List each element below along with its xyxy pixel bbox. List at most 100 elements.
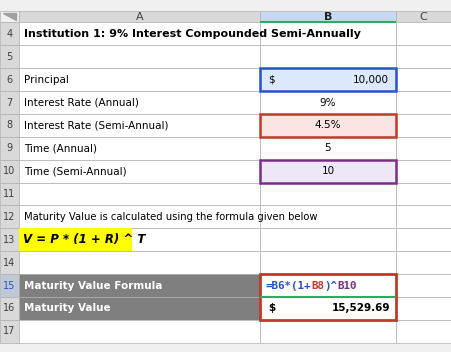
Text: Maturity Value is calculated using the formula given below: Maturity Value is calculated using the f… bbox=[24, 212, 318, 222]
Bar bbox=[396, 68, 451, 91]
Bar bbox=[260, 114, 396, 137]
Bar bbox=[396, 11, 451, 23]
Text: =B6*(1+: =B6*(1+ bbox=[266, 281, 311, 291]
Bar bbox=[19, 45, 260, 68]
Bar bbox=[260, 114, 396, 137]
Text: $: $ bbox=[268, 75, 275, 85]
Bar bbox=[0, 160, 19, 183]
Text: 15,529.69: 15,529.69 bbox=[331, 303, 390, 314]
Bar bbox=[260, 297, 396, 320]
Bar bbox=[260, 23, 396, 45]
Text: 6: 6 bbox=[6, 75, 13, 85]
Bar bbox=[0, 68, 19, 91]
Text: 10: 10 bbox=[3, 166, 16, 176]
Text: A: A bbox=[136, 12, 143, 21]
Bar bbox=[260, 228, 396, 251]
Text: 16: 16 bbox=[3, 303, 16, 314]
Text: 9: 9 bbox=[6, 143, 13, 153]
Bar bbox=[19, 274, 260, 297]
Bar bbox=[396, 297, 451, 320]
Bar bbox=[260, 160, 396, 183]
Bar bbox=[260, 91, 396, 114]
Bar bbox=[260, 274, 396, 297]
Bar bbox=[396, 114, 451, 137]
Bar bbox=[260, 183, 396, 206]
Bar bbox=[260, 137, 396, 160]
Bar bbox=[260, 68, 396, 91]
Bar bbox=[396, 320, 451, 343]
Bar bbox=[19, 251, 260, 274]
Bar bbox=[396, 160, 451, 183]
Bar bbox=[0, 320, 19, 343]
Text: 4.5%: 4.5% bbox=[315, 120, 341, 131]
Bar bbox=[19, 160, 260, 183]
Text: Maturity Value: Maturity Value bbox=[24, 303, 111, 314]
Bar bbox=[0, 274, 19, 297]
Text: $: $ bbox=[268, 303, 276, 314]
Text: 11: 11 bbox=[3, 189, 16, 199]
Bar bbox=[19, 183, 260, 206]
Bar bbox=[260, 206, 396, 228]
Bar bbox=[260, 45, 396, 68]
Bar bbox=[0, 251, 19, 274]
Text: B: B bbox=[324, 12, 332, 21]
Bar bbox=[260, 320, 396, 343]
Text: B10: B10 bbox=[337, 281, 357, 291]
Bar bbox=[0, 206, 19, 228]
Bar bbox=[396, 137, 451, 160]
Text: 4: 4 bbox=[6, 29, 13, 39]
Text: Interest Rate (Annual): Interest Rate (Annual) bbox=[24, 98, 139, 108]
Bar bbox=[396, 228, 451, 251]
Text: 13: 13 bbox=[3, 235, 16, 245]
Bar bbox=[19, 320, 260, 343]
Bar bbox=[19, 228, 260, 251]
Text: Maturity Value Formula: Maturity Value Formula bbox=[24, 281, 163, 291]
Text: Institution 1: 9% Interest Compounded Semi-Annually: Institution 1: 9% Interest Compounded Se… bbox=[24, 29, 361, 39]
Text: 9%: 9% bbox=[320, 98, 336, 108]
Text: 10,000: 10,000 bbox=[353, 75, 389, 85]
Bar bbox=[396, 183, 451, 206]
Bar bbox=[396, 45, 451, 68]
Bar bbox=[0, 114, 19, 137]
Bar bbox=[19, 91, 260, 114]
Text: 10: 10 bbox=[321, 166, 335, 176]
Text: Time (Annual): Time (Annual) bbox=[24, 143, 97, 153]
Text: Principal: Principal bbox=[24, 75, 69, 85]
Text: V = P * (1 + R) ^ T: V = P * (1 + R) ^ T bbox=[23, 233, 146, 246]
Bar bbox=[19, 206, 260, 228]
Bar bbox=[19, 68, 260, 91]
Text: 12: 12 bbox=[3, 212, 16, 222]
Polygon shape bbox=[3, 13, 16, 20]
Bar bbox=[0, 137, 19, 160]
Bar bbox=[19, 228, 132, 251]
Text: Time (Semi-Annual): Time (Semi-Annual) bbox=[24, 166, 127, 176]
Bar bbox=[19, 114, 260, 137]
Text: Interest Rate (Semi-Annual): Interest Rate (Semi-Annual) bbox=[24, 120, 169, 131]
Text: 17: 17 bbox=[3, 326, 16, 337]
Bar bbox=[396, 91, 451, 114]
Bar bbox=[19, 23, 260, 45]
Bar bbox=[0, 23, 19, 45]
Bar bbox=[396, 251, 451, 274]
Bar bbox=[19, 137, 260, 160]
Text: 5: 5 bbox=[325, 143, 331, 153]
Text: B8: B8 bbox=[311, 281, 324, 291]
Text: 15: 15 bbox=[3, 281, 16, 291]
Bar bbox=[0, 228, 19, 251]
Text: C: C bbox=[419, 12, 427, 21]
Text: 14: 14 bbox=[3, 258, 16, 268]
Bar bbox=[0, 45, 19, 68]
Text: 7: 7 bbox=[6, 98, 13, 108]
Bar bbox=[0, 91, 19, 114]
Bar bbox=[260, 274, 396, 320]
Bar bbox=[396, 23, 451, 45]
Text: 8: 8 bbox=[6, 120, 13, 131]
Bar bbox=[0, 183, 19, 206]
Bar bbox=[260, 251, 396, 274]
Text: 5: 5 bbox=[6, 52, 13, 62]
Bar bbox=[396, 206, 451, 228]
Bar bbox=[260, 68, 396, 91]
Bar bbox=[260, 160, 396, 183]
Bar bbox=[19, 297, 260, 320]
Bar bbox=[0, 297, 19, 320]
